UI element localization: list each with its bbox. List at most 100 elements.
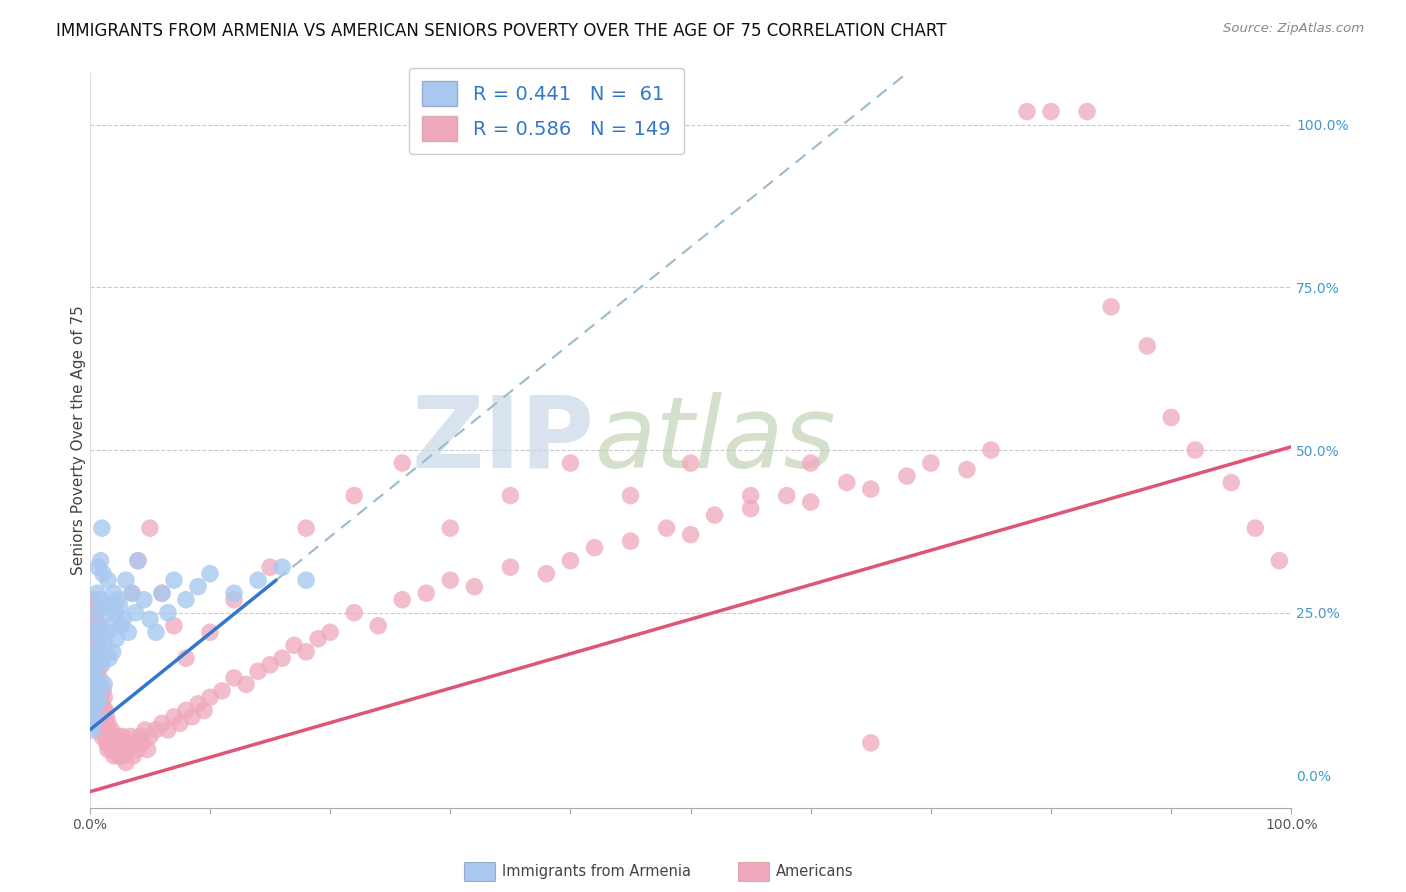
Point <box>121 586 143 600</box>
Point <box>859 736 882 750</box>
Point <box>98 736 121 750</box>
Point <box>259 657 281 672</box>
Point <box>86 697 108 711</box>
Point <box>150 716 173 731</box>
Point <box>110 619 132 633</box>
Point <box>619 489 641 503</box>
Point <box>90 521 112 535</box>
Point <box>80 645 103 659</box>
Point <box>145 723 167 737</box>
Point <box>98 599 121 614</box>
Legend: R = 0.441   N =  61, R = 0.586   N = 149: R = 0.441 N = 61, R = 0.586 N = 149 <box>409 68 685 154</box>
Point <box>187 697 209 711</box>
Point <box>93 723 115 737</box>
Point <box>835 475 858 490</box>
Point <box>80 716 103 731</box>
Point <box>90 677 112 691</box>
Point <box>82 599 104 614</box>
Point <box>127 554 149 568</box>
Point <box>83 690 105 705</box>
Point <box>83 683 105 698</box>
Point <box>100 723 122 737</box>
Point <box>87 651 110 665</box>
Point <box>90 592 112 607</box>
Point <box>83 657 105 672</box>
Point <box>198 566 221 581</box>
Point <box>295 521 318 535</box>
Point <box>89 690 111 705</box>
Point <box>117 625 139 640</box>
Point <box>271 651 294 665</box>
Point <box>89 619 111 633</box>
Point <box>896 469 918 483</box>
Point <box>1184 443 1206 458</box>
Point <box>86 632 108 646</box>
Point <box>560 554 582 568</box>
Point <box>247 573 270 587</box>
Point <box>920 456 942 470</box>
Point <box>129 730 152 744</box>
Point <box>111 730 134 744</box>
Point <box>174 651 197 665</box>
Point <box>87 619 110 633</box>
Point <box>104 606 127 620</box>
Point <box>90 657 112 672</box>
Point <box>87 560 110 574</box>
Point <box>101 736 124 750</box>
Point <box>87 677 110 691</box>
Point <box>112 748 135 763</box>
Point <box>1136 339 1159 353</box>
Point <box>107 748 129 763</box>
Point <box>343 606 366 620</box>
Point <box>91 683 114 698</box>
Point <box>83 651 105 665</box>
Point <box>319 625 342 640</box>
Point <box>93 690 115 705</box>
Point <box>193 703 215 717</box>
Point <box>104 736 127 750</box>
Point <box>86 697 108 711</box>
Text: Source: ZipAtlas.com: Source: ZipAtlas.com <box>1223 22 1364 36</box>
Point <box>1099 300 1122 314</box>
Point <box>115 756 138 770</box>
Point <box>97 573 120 587</box>
Point <box>107 592 129 607</box>
Point <box>103 748 125 763</box>
Point <box>127 554 149 568</box>
Point <box>439 521 461 535</box>
Point <box>94 703 117 717</box>
Point <box>222 671 245 685</box>
Point <box>82 651 104 665</box>
Point <box>169 716 191 731</box>
Point <box>1040 104 1063 119</box>
Point <box>463 580 485 594</box>
Point <box>89 657 111 672</box>
Point <box>163 573 186 587</box>
Point <box>96 736 118 750</box>
Point <box>560 456 582 470</box>
Point <box>619 534 641 549</box>
Point <box>90 690 112 705</box>
Point <box>87 632 110 646</box>
Point <box>181 710 204 724</box>
Point <box>679 456 702 470</box>
Point <box>121 586 143 600</box>
Point <box>740 501 762 516</box>
Point <box>84 619 107 633</box>
Point <box>80 619 103 633</box>
Point <box>134 723 156 737</box>
Point <box>583 541 606 555</box>
Point <box>91 716 114 731</box>
Point <box>139 612 162 626</box>
Point <box>235 677 257 691</box>
Point <box>97 723 120 737</box>
Point <box>307 632 329 646</box>
Point <box>132 592 155 607</box>
Point <box>93 599 115 614</box>
Point <box>136 742 159 756</box>
Point <box>776 489 799 503</box>
Point <box>174 703 197 717</box>
Point <box>108 599 131 614</box>
Point <box>283 638 305 652</box>
Point <box>439 573 461 587</box>
